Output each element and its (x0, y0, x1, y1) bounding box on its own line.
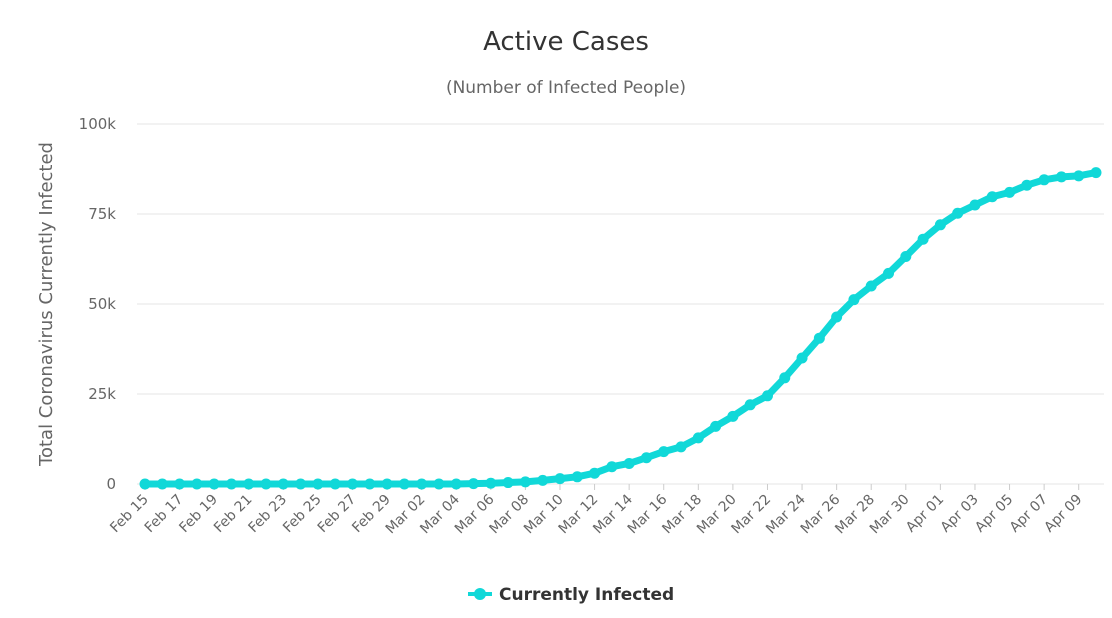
data-point[interactable] (934, 219, 946, 231)
data-point[interactable] (554, 473, 566, 485)
data-point[interactable] (917, 233, 929, 245)
data-point[interactable] (260, 478, 272, 490)
data-point[interactable] (208, 478, 220, 490)
data-point[interactable] (589, 467, 601, 479)
y-tick-label: 50k (88, 295, 116, 313)
series-line (141, 169, 1100, 488)
data-point[interactable] (813, 332, 825, 344)
data-point[interactable] (727, 410, 739, 422)
x-tick-label: Apr 03 (938, 492, 982, 536)
data-point[interactable] (139, 478, 151, 490)
data-point[interactable] (225, 478, 237, 490)
data-point[interactable] (571, 471, 583, 483)
x-tick-label: Apr 09 (1041, 492, 1085, 536)
y-tick-label: 0 (106, 475, 116, 493)
data-point[interactable] (969, 199, 981, 211)
legend[interactable]: Currently Infected (468, 585, 674, 605)
data-point[interactable] (502, 477, 514, 489)
data-point[interactable] (1073, 170, 1085, 182)
data-point[interactable] (295, 478, 307, 490)
data-point[interactable] (174, 478, 186, 490)
y-axis-title: Total Coronavirus Currently Infected (36, 142, 57, 467)
data-point[interactable] (416, 478, 428, 490)
legend-marker-dot (474, 588, 486, 600)
legend-label: Currently Infected (499, 585, 674, 605)
data-point[interactable] (156, 478, 168, 490)
data-point[interactable] (537, 474, 549, 486)
data-point[interactable] (312, 478, 324, 490)
data-point[interactable] (277, 478, 289, 490)
chart-title: Active Cases (483, 27, 649, 57)
data-point[interactable] (519, 476, 531, 488)
x-tick-label: Apr 01 (903, 492, 947, 536)
data-point[interactable] (658, 446, 670, 458)
data-point[interactable] (1004, 186, 1016, 198)
data-point[interactable] (450, 478, 462, 490)
x-tick-label: Mar 30 (867, 492, 913, 538)
data-point[interactable] (779, 372, 791, 384)
data-point[interactable] (675, 441, 687, 453)
data-point[interactable] (831, 311, 843, 323)
y-tick-label: 100k (79, 115, 117, 133)
data-point[interactable] (744, 399, 756, 411)
data-point[interactable] (692, 432, 704, 444)
data-point[interactable] (606, 461, 618, 473)
chart-subtitle: (Number of Infected People) (446, 78, 686, 98)
data-point[interactable] (1055, 171, 1067, 183)
y-tick-label: 75k (88, 205, 116, 223)
data-point[interactable] (485, 477, 497, 489)
data-point[interactable] (1090, 167, 1102, 179)
data-point[interactable] (329, 478, 341, 490)
y-axis-ticks: 0 25k 50k 75k 100k (79, 115, 117, 493)
data-point[interactable] (865, 280, 877, 292)
grid-lines (137, 123, 1104, 485)
data-point[interactable] (796, 352, 808, 364)
data-point[interactable] (710, 420, 722, 432)
x-tick-label: Apr 07 (1007, 492, 1051, 536)
data-point[interactable] (364, 478, 376, 490)
data-point[interactable] (433, 478, 445, 490)
data-point[interactable] (1038, 174, 1050, 186)
data-point[interactable] (346, 478, 358, 490)
data-point[interactable] (468, 478, 480, 490)
data-point[interactable] (883, 267, 895, 279)
data-point[interactable] (986, 191, 998, 203)
data-point[interactable] (243, 478, 255, 490)
data-point[interactable] (761, 390, 773, 402)
data-point[interactable] (398, 478, 410, 490)
data-point[interactable] (623, 457, 635, 469)
x-tick-label: Apr 05 (972, 492, 1016, 536)
data-point[interactable] (952, 207, 964, 219)
y-tick-label: 25k (88, 385, 116, 403)
series-currently-infected (139, 167, 1102, 490)
data-point[interactable] (640, 452, 652, 464)
data-point[interactable] (1021, 179, 1033, 191)
data-point[interactable] (848, 294, 860, 306)
data-point[interactable] (381, 478, 393, 490)
data-point[interactable] (191, 478, 203, 490)
data-point[interactable] (900, 250, 912, 262)
